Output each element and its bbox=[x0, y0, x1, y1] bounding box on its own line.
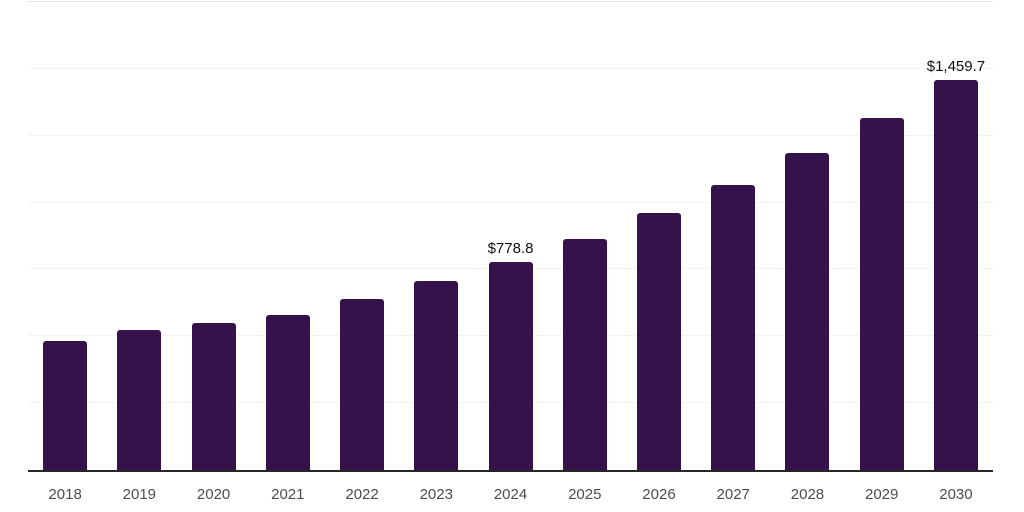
bar-slot-2018 bbox=[28, 2, 102, 470]
x-tick-label-2030: 2030 bbox=[939, 486, 973, 503]
bar-2020 bbox=[191, 322, 236, 470]
bar-slot-2019 bbox=[102, 2, 176, 470]
bar-2029 bbox=[859, 118, 904, 470]
plot-area: $778.8 $1,459.7 bbox=[28, 1, 993, 472]
bar-slot-2024: $778.8 bbox=[473, 2, 547, 470]
x-tick-label-2028: 2028 bbox=[790, 486, 825, 503]
bar-2028 bbox=[785, 153, 830, 470]
bar-value-label-2024: $778.8 bbox=[487, 239, 534, 257]
bar-slot-2029 bbox=[845, 2, 919, 470]
x-tick-label-2023: 2023 bbox=[419, 486, 453, 503]
bars-container: $778.8 $1,459.7 bbox=[28, 2, 993, 470]
bar-2019 bbox=[117, 329, 162, 470]
bar-2018 bbox=[43, 341, 88, 470]
bar-2021 bbox=[265, 314, 310, 470]
bar-slot-2028 bbox=[770, 2, 844, 470]
bar-slot-2027 bbox=[696, 2, 770, 470]
x-tick-label-2026: 2026 bbox=[642, 486, 676, 503]
bar-2030 bbox=[933, 79, 978, 470]
x-axis-labels: 2018 2019 2020 2021 2022 2023 2024 2025 2026 2027… bbox=[28, 486, 993, 503]
bar-slot-2023 bbox=[399, 2, 473, 470]
bar-2025 bbox=[562, 238, 607, 470]
x-tick-label-2021: 2021 bbox=[271, 486, 305, 503]
bar-slot-2025 bbox=[548, 2, 622, 470]
bar-value-label-2030: $1,459.7 bbox=[926, 57, 986, 75]
x-tick-label-2025: 2025 bbox=[568, 486, 602, 503]
bar-2022 bbox=[340, 299, 385, 470]
gridline-1250 bbox=[28, 134, 993, 136]
x-tick-label-2019: 2019 bbox=[122, 486, 157, 503]
x-tick-label-2029: 2029 bbox=[865, 486, 899, 503]
x-tick-label-2024: 2024 bbox=[493, 486, 528, 503]
x-tick-label-2022: 2022 bbox=[345, 486, 379, 503]
bar-slot-2022 bbox=[325, 2, 399, 470]
bar-slot-2030: $1,459.7 bbox=[919, 2, 993, 470]
bar-2023 bbox=[414, 281, 459, 470]
bar-slot-2026 bbox=[622, 2, 696, 470]
gridline-1000 bbox=[28, 201, 993, 203]
bar-2026 bbox=[636, 213, 681, 470]
x-tick-label-2018: 2018 bbox=[48, 486, 82, 503]
x-tick-label-2020: 2020 bbox=[196, 486, 231, 503]
gridline-1500 bbox=[28, 67, 993, 69]
bar-slot-2020 bbox=[176, 2, 250, 470]
x-tick-label-2027: 2027 bbox=[716, 486, 750, 503]
bar-2027 bbox=[711, 184, 756, 470]
bar-slot-2021 bbox=[251, 2, 325, 470]
bar-2024 bbox=[488, 261, 533, 470]
